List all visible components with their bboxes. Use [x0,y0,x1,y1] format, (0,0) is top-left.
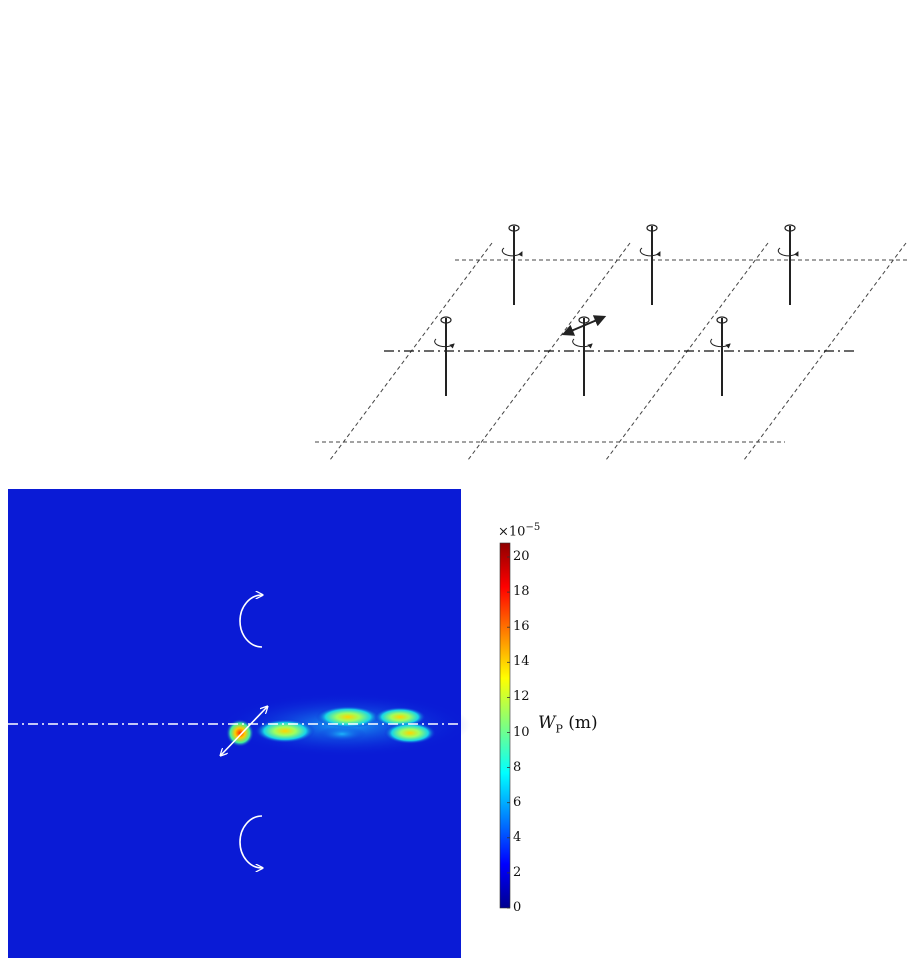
oscillation-arrow [561,315,607,336]
hotspot [255,719,315,743]
hotspot-max [226,719,254,747]
rod-front-2-oscillating [561,315,607,396]
colorbar-tick-label: 12 [513,689,530,705]
hotspot [318,726,366,742]
rod-front-3 [710,316,731,396]
hotspot [316,706,380,728]
colorbar-tick-label: 0 [513,900,522,915]
colorbar-tick-label: 10 [513,724,530,740]
rod-back-2 [639,224,661,305]
colorbar [499,542,511,909]
hotspot [374,707,426,727]
rotation-arrow-lower [239,815,262,868]
field-oscillation-arrow [221,707,267,755]
colorbar-tick-label: 18 [513,584,530,600]
colorbar-tick-label: 20 [513,549,530,564]
colorbar-tick-label: 16 [513,619,530,635]
colorbar-tick-label: 4 [513,829,522,845]
colorbar-tick-label: 2 [513,864,522,880]
rotation-arrow-upper [239,595,262,648]
colorbar-tick-label: 14 [513,654,530,670]
rod-front-1 [434,316,455,396]
colorbar-ticks [507,556,510,909]
rod-back-1 [501,224,523,305]
colorbar-exponent: ×10−5 [498,522,541,540]
colorbar-tick-label: 8 [513,759,522,775]
rod-back-3 [777,224,799,305]
rod-array-schematic [315,224,910,461]
hotspot [384,722,436,744]
colorbar-title: WP (m) [538,713,598,736]
colorbar-tick-label: 6 [513,794,522,810]
